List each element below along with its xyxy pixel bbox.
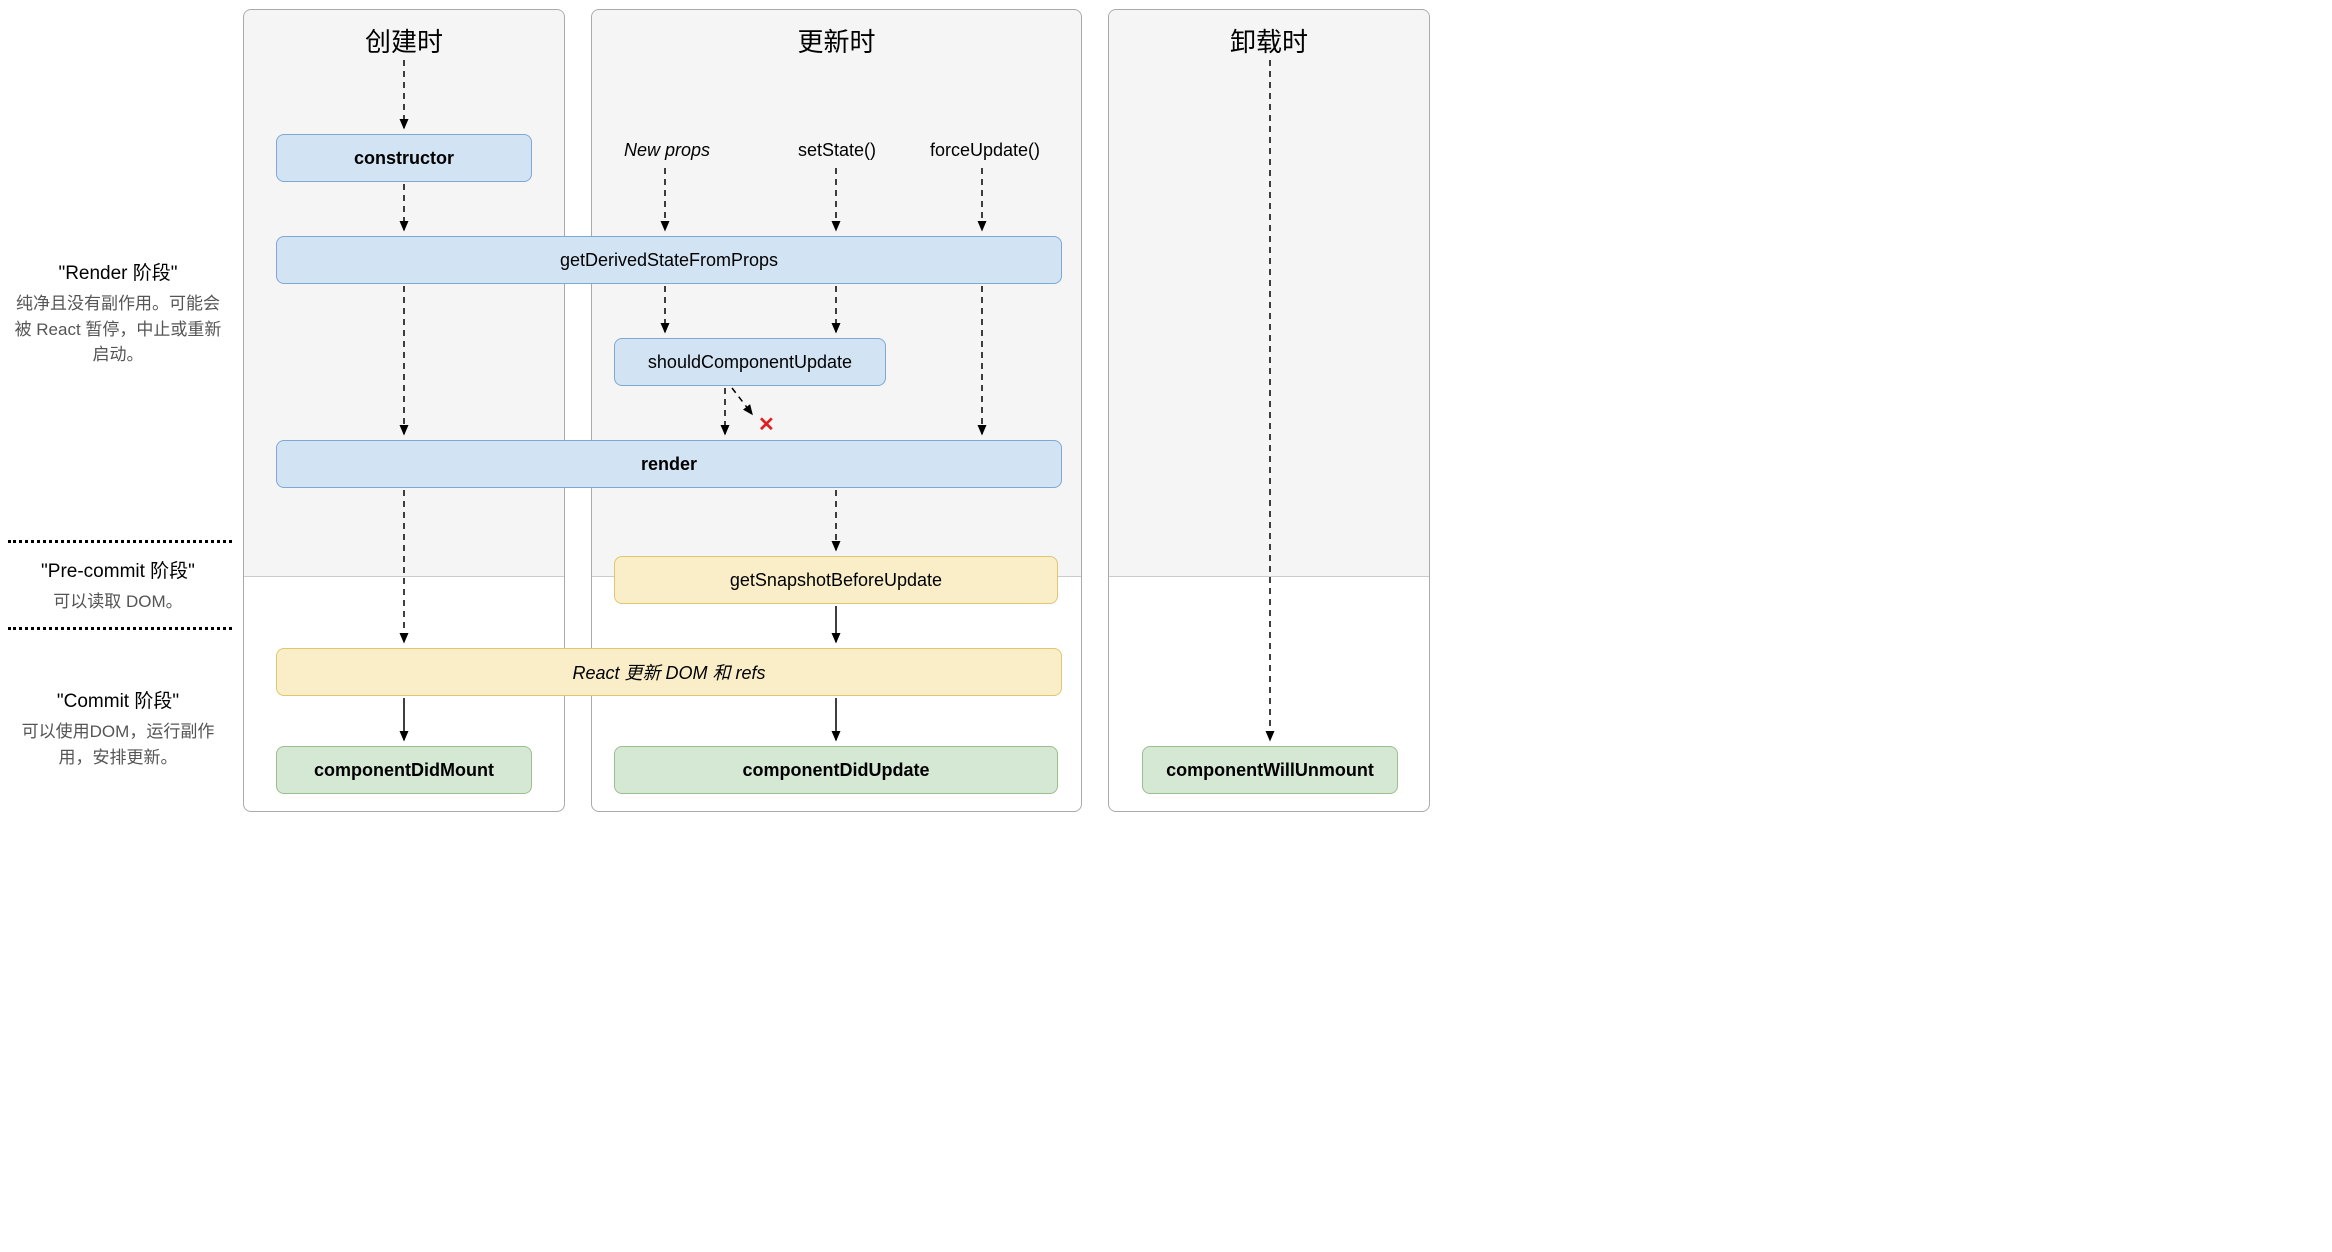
node-getsnapshotbeforeupdate[interactable]: getSnapshotBeforeUpdate (614, 556, 1058, 604)
node-getderivedstatefromprops[interactable]: getDerivedStateFromProps (276, 236, 1062, 284)
dotted-sep-2 (8, 627, 232, 630)
node-componentdidupdate[interactable]: componentDidUpdate (614, 746, 1058, 794)
node-react-updates-dom: React 更新 DOM 和 refs (276, 648, 1062, 696)
lifecycle-diagram: 创建时 更新时 卸载时 "Render 阶段" 纯净且没有副作用。可能会被 Re… (0, 0, 1532, 822)
node-shouldcomponentupdate[interactable]: shouldComponentUpdate (614, 338, 886, 386)
phase-title-render: "Render 阶段" (8, 258, 228, 285)
column-title-update: 更新时 (592, 22, 1081, 59)
phase-title-precommit: "Pre-commit 阶段" (8, 556, 228, 583)
phase-label-precommit: "Pre-commit 阶段" 可以读取 DOM。 (8, 556, 228, 615)
phase-label-commit: "Commit 阶段" 可以使用DOM，运行副作用，安排更新。 (8, 686, 228, 770)
node-constructor[interactable]: constructor (276, 134, 532, 182)
x-mark-icon: ✕ (758, 412, 775, 437)
phase-title-commit: "Commit 阶段" (8, 686, 228, 713)
dotted-sep-1 (8, 540, 232, 543)
trigger-forceupdate: forceUpdate() (920, 140, 1050, 161)
column-title-unmount: 卸载时 (1109, 22, 1429, 59)
phase-desc-render: 纯净且没有副作用。可能会被 React 暂停，中止或重新启动。 (8, 291, 228, 368)
column-title-mount: 创建时 (244, 22, 564, 59)
node-componentwillunmount[interactable]: componentWillUnmount (1142, 746, 1398, 794)
node-render[interactable]: render (276, 440, 1062, 488)
phase-label-render: "Render 阶段" 纯净且没有副作用。可能会被 React 暂停，中止或重新… (8, 258, 228, 368)
trigger-newprops: New props (612, 140, 722, 161)
node-componentdidmount[interactable]: componentDidMount (276, 746, 532, 794)
trigger-setstate: setState() (782, 140, 892, 161)
column-unmount: 卸载时 (1108, 9, 1430, 812)
phase-desc-commit: 可以使用DOM，运行副作用，安排更新。 (8, 719, 228, 770)
phase-desc-precommit: 可以读取 DOM。 (8, 589, 228, 615)
